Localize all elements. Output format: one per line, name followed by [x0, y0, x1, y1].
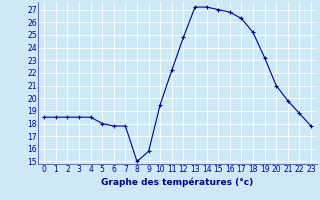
- X-axis label: Graphe des températures (°c): Graphe des températures (°c): [101, 177, 254, 187]
